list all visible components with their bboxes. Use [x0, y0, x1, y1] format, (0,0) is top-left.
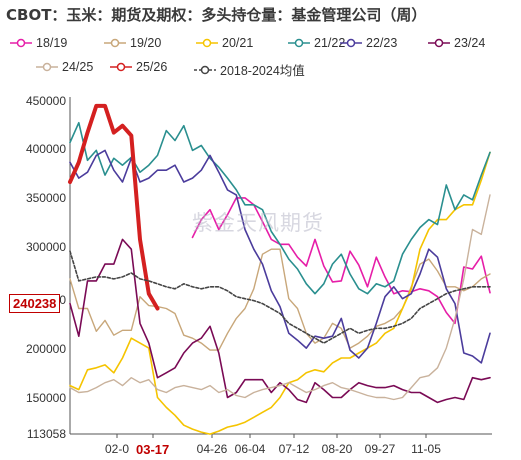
legend-label: 21/22 [314, 36, 346, 50]
legend-label: 19/20 [130, 36, 162, 50]
legend-item[interactable]: 21/22 [288, 36, 345, 50]
y-tick-label: 400000 [26, 142, 66, 156]
legend-label: 24/25 [62, 60, 94, 74]
highlight-x-label: 03-17 [136, 442, 170, 457]
legend-marker-icon [10, 38, 32, 48]
latest-value-callout: 240238 [9, 294, 61, 313]
series-line [191, 197, 491, 325]
x-tick-label: 04-26 [197, 442, 228, 456]
x-tick-label: 11-05 [411, 442, 441, 456]
y-tick-label: 300000 [26, 240, 66, 254]
legend-marker-icon [288, 38, 310, 48]
legend-item[interactable]: 20/21 [196, 36, 253, 50]
series-line [69, 149, 491, 364]
y-tick-label: 350000 [26, 191, 66, 205]
y-tick-label: 113058 [27, 427, 66, 441]
chart-title: CBOT：玉米：期货及期权：多头持仓量：基金管理公司（周） [6, 6, 427, 24]
legend-label: 25/26 [136, 60, 168, 74]
legend-marker-icon [110, 62, 132, 72]
legend-label: 18/19 [36, 36, 68, 50]
series-line [69, 121, 491, 295]
x-tick-label: 08-20 [322, 442, 353, 456]
legend-marker-icon [428, 38, 450, 48]
x-tick-label: 07-12 [279, 442, 310, 456]
series-line [69, 248, 491, 351]
series-line [69, 151, 491, 435]
legend-label: 20/21 [222, 36, 254, 50]
y-tick-label: 150000 [26, 391, 66, 405]
series-line [69, 250, 491, 344]
series-line [69, 194, 491, 401]
legend-item[interactable]: 23/24 [428, 36, 485, 50]
legend-marker-icon [194, 65, 216, 74]
y-tick-label: 200000 [26, 342, 66, 356]
legend-label: 22/23 [366, 36, 398, 50]
legend-marker-icon [196, 38, 218, 48]
legend-marker-icon [340, 38, 362, 48]
legend-item[interactable]: 2018-2024均值 [194, 60, 305, 79]
legend-marker-icon [104, 38, 126, 48]
x-tick-label: 02-0 [105, 442, 129, 456]
series-line [69, 238, 491, 404]
x-tick-label: 09-27 [365, 442, 396, 456]
legend-item[interactable]: 19/20 [104, 36, 161, 50]
legend-label: 23/24 [454, 36, 486, 50]
x-tick-label: 06-04 [235, 442, 266, 456]
legend-item[interactable]: 18/19 [10, 36, 67, 50]
legend-item[interactable]: 22/23 [340, 36, 397, 50]
legend-label: 2018-2024均值 [220, 64, 305, 78]
legend-item[interactable]: 25/26 [110, 60, 167, 74]
series-line [68, 103, 160, 311]
legend-marker-icon [36, 62, 58, 72]
y-tick-label: 450000 [26, 94, 66, 108]
legend-item[interactable]: 24/25 [36, 60, 93, 74]
watermark: 紫金天风期货 [192, 211, 324, 235]
